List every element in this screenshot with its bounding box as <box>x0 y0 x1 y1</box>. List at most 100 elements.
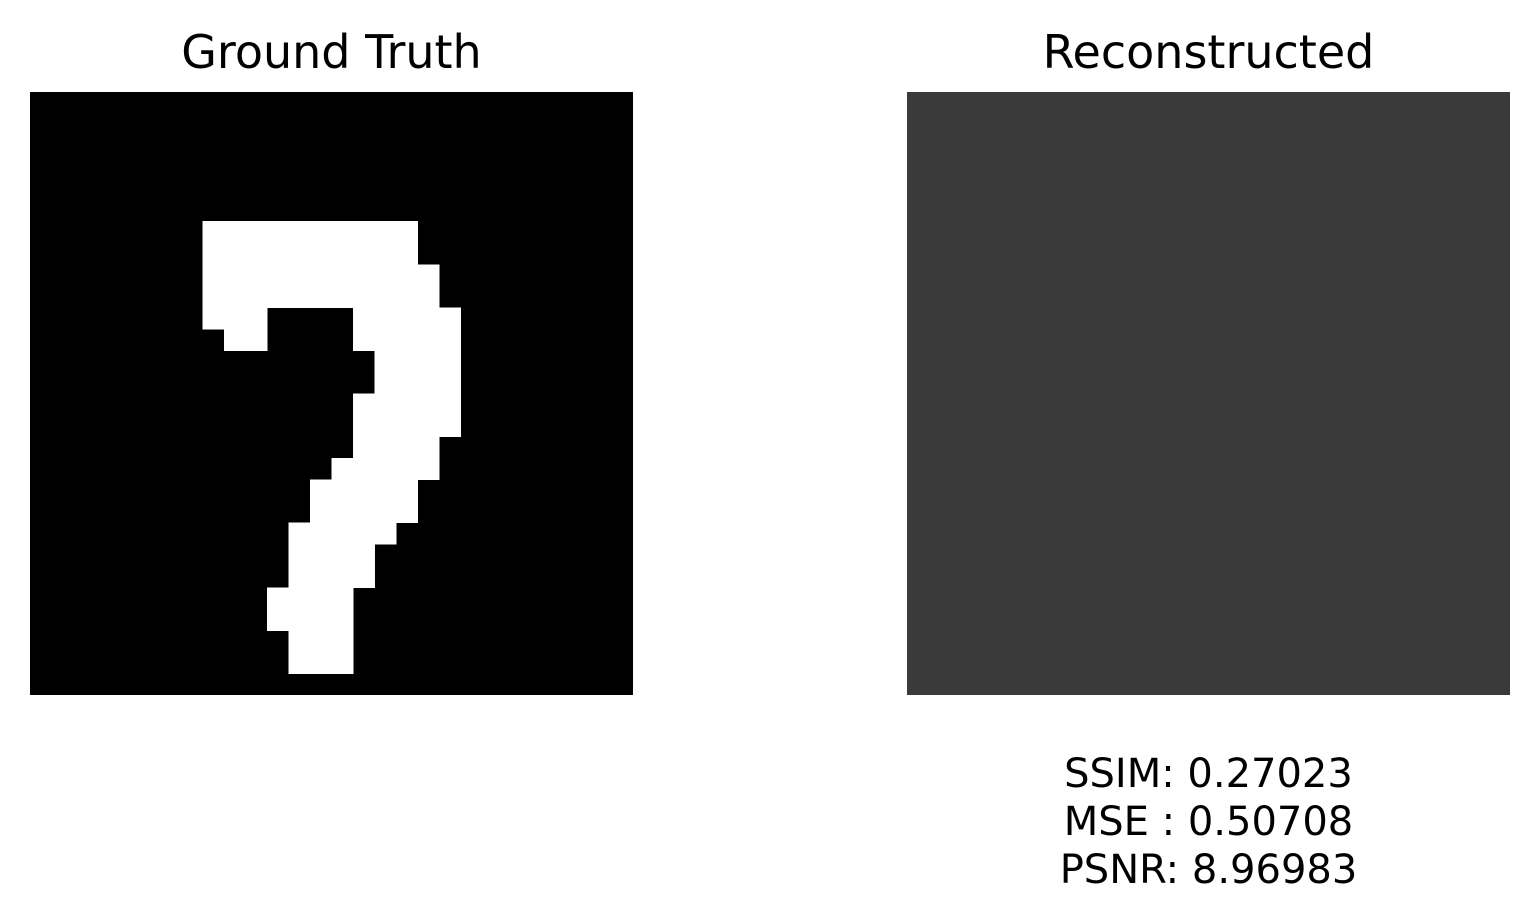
digit-pixel <box>309 608 332 631</box>
digit-pixel <box>309 242 332 265</box>
digit-pixel <box>309 587 332 610</box>
digit-pixel <box>331 242 354 265</box>
digit-pixel <box>353 458 376 481</box>
digit-pixel <box>266 264 289 287</box>
digit-pixel <box>202 264 225 287</box>
digit-pixel <box>288 285 311 308</box>
digit-pixel <box>374 221 397 244</box>
digit-pixel <box>417 285 440 308</box>
digit-pixel <box>396 350 419 373</box>
digit-pixel <box>396 436 419 459</box>
digit-pixel <box>309 544 332 567</box>
digit-pixel <box>353 415 376 438</box>
digit-pixel <box>288 544 311 567</box>
digit-pixel <box>374 458 397 481</box>
digit-pixel <box>331 587 354 610</box>
digit-pixel <box>245 285 268 308</box>
metrics-block: SSIM: 0.27023 MSE : 0.50708 PSNR: 8.9698… <box>907 750 1510 894</box>
digit-pixel <box>331 458 354 481</box>
digit-pixel <box>245 242 268 265</box>
digit-pixel <box>396 328 419 351</box>
digit-pixel <box>396 501 419 524</box>
digit-pixel <box>288 630 311 653</box>
mse-metric: MSE : 0.50708 <box>1063 799 1354 845</box>
digit-pixel <box>202 221 225 244</box>
digit-pixel <box>439 415 462 438</box>
digit-pixel <box>417 307 440 330</box>
digit-pixel <box>331 479 354 502</box>
digit-pixel <box>266 221 289 244</box>
reconstructed-image <box>907 92 1510 695</box>
digit-pixel <box>353 393 376 416</box>
digit-pixel <box>417 350 440 373</box>
digit-pixel <box>374 285 397 308</box>
digit-pixel <box>353 436 376 459</box>
digit-pixel <box>202 285 225 308</box>
digit-pixel <box>374 264 397 287</box>
digit-pixel <box>374 479 397 502</box>
digit-pixel <box>331 501 354 524</box>
digit-pixel <box>245 221 268 244</box>
reconstructed-fill <box>907 92 1510 695</box>
digit-pixel <box>266 285 289 308</box>
digit-pixel <box>396 393 419 416</box>
digit-pixel <box>396 415 419 438</box>
digit-pixel <box>223 285 246 308</box>
digit-pixel <box>288 608 311 631</box>
digit-pixel <box>396 371 419 394</box>
digit-pixel <box>374 242 397 265</box>
digit-pixel <box>374 436 397 459</box>
digit-pixel <box>353 479 376 502</box>
digit-pixel <box>374 328 397 351</box>
digit-pixel <box>288 522 311 545</box>
digit-pixel <box>396 221 419 244</box>
digit-pixel <box>288 587 311 610</box>
digit-pixel <box>245 264 268 287</box>
digit-pixel <box>288 242 311 265</box>
digit-pixel <box>223 328 246 351</box>
digit-pixel <box>353 501 376 524</box>
digit-pixel <box>223 264 246 287</box>
digit-pixel <box>245 307 268 330</box>
digit-pixel <box>331 285 354 308</box>
digit-pixel <box>417 393 440 416</box>
digit-pixel <box>417 371 440 394</box>
digit-pixel <box>331 522 354 545</box>
digit-pixel <box>417 328 440 351</box>
digit-pixel <box>439 350 462 373</box>
digit-pixel <box>374 393 397 416</box>
digit-pixel <box>309 630 332 653</box>
digit-pixel <box>353 307 376 330</box>
digit-pixel <box>374 307 397 330</box>
digit-pixel <box>353 242 376 265</box>
digit-pixel <box>309 479 332 502</box>
digit-pixel <box>353 328 376 351</box>
digit-pixel <box>331 630 354 653</box>
digit-pixel <box>353 285 376 308</box>
digit-pixel <box>288 221 311 244</box>
digit-pixel <box>245 328 268 351</box>
digit-pixel <box>288 565 311 588</box>
digit-pixel <box>223 242 246 265</box>
digit-pixel <box>396 458 419 481</box>
digit-pixel <box>417 415 440 438</box>
ssim-metric: SSIM: 0.27023 <box>1064 751 1353 797</box>
digit-pixel <box>396 242 419 265</box>
digit-pixel <box>202 307 225 330</box>
digit-pixel <box>353 221 376 244</box>
digit-pixel <box>439 393 462 416</box>
digit-pixel <box>331 651 354 674</box>
ground-truth-title: Ground Truth <box>181 25 482 79</box>
digit-pixel <box>417 436 440 459</box>
digit-pixel <box>288 264 311 287</box>
digit-pixel <box>309 221 332 244</box>
digit-pixel <box>353 522 376 545</box>
digit-pixel <box>417 458 440 481</box>
digit-pixel <box>439 371 462 394</box>
digit-pixel <box>353 544 376 567</box>
digit-pixel <box>331 264 354 287</box>
digit-pixel <box>396 307 419 330</box>
digit-pixel <box>309 264 332 287</box>
digit-pixel <box>309 565 332 588</box>
digit-pixel <box>331 544 354 567</box>
